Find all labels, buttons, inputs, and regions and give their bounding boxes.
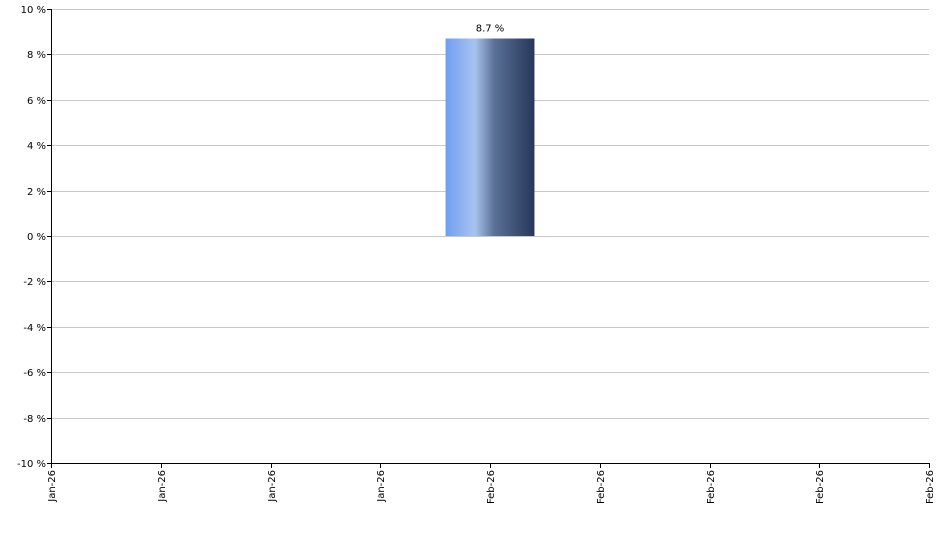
bar-value-label: 8.7 % <box>476 24 505 35</box>
x-tick-label: Feb-26 <box>596 470 607 504</box>
y-axis-ticks: 10 % 8 % 6 % 4 % 2 % 0 % -2 % -4 % -6 % -8 % -10 % <box>17 5 51 470</box>
x-tick-label: Jan-26 <box>267 470 278 503</box>
x-tick-label: Jan-26 <box>376 470 387 503</box>
y-tick-label: -4 % <box>23 323 46 334</box>
x-tick-label: Feb-26 <box>486 470 497 504</box>
y-tick-label: 2 % <box>27 187 46 198</box>
y-tick-label: -10 % <box>17 459 46 470</box>
x-tick-label: Jan-26 <box>47 470 58 503</box>
y-tick-label: -8 % <box>23 414 46 425</box>
bars: 8.7 % <box>445 24 535 237</box>
x-tick-label: Feb-26 <box>925 470 936 504</box>
y-tick-label: 10 % <box>21 5 46 16</box>
y-tick-label: 0 % <box>27 232 46 243</box>
bar[interactable] <box>445 38 535 237</box>
y-tick-label: 4 % <box>27 141 46 152</box>
x-tick-label: Jan-26 <box>157 470 168 503</box>
axes <box>51 9 929 464</box>
y-tick-label: 6 % <box>27 96 46 107</box>
x-tick-label: Feb-26 <box>706 470 717 504</box>
y-tick-label: -6 % <box>23 368 46 379</box>
y-tick-label: -2 % <box>23 277 46 288</box>
y-tick-label: 8 % <box>27 50 46 61</box>
x-axis-ticks: Jan-26 Jan-26 Jan-26 Jan-26 Feb-26 Feb-26 Feb-… <box>47 463 936 504</box>
x-tick-label: Feb-26 <box>815 470 826 504</box>
